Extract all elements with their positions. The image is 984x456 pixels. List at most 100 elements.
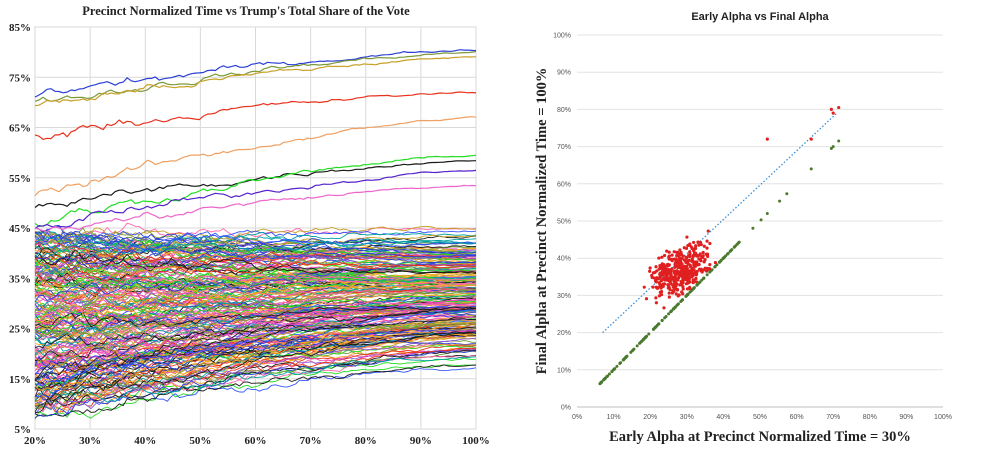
right-green-outlier-point (829, 146, 833, 150)
right-y-tick-label: 40% (557, 256, 571, 263)
right-red-point (654, 265, 658, 269)
right-red-point (705, 252, 710, 256)
left-series-line (34, 288, 477, 341)
right-y-tick-label: 80% (557, 107, 571, 114)
right-red-point (713, 261, 718, 265)
right-x-tick-label: 50% (753, 414, 767, 421)
right-red-point (685, 272, 689, 276)
left-y-tick-label: 25% (9, 324, 31, 336)
right-red-point (684, 282, 688, 286)
right-red-point (672, 283, 677, 287)
right-green-point (607, 372, 611, 376)
right-y-tick-label: 10% (557, 367, 571, 374)
left-x-tick-labels: 20% 30% 40% 50% 60% 70% 80% 90% 100% (24, 435, 490, 447)
right-green-point (692, 286, 696, 290)
right-red-point (660, 255, 664, 259)
right-red-point (673, 286, 677, 290)
left-x-tick-label: 90% (410, 435, 432, 447)
right-red-outlier-point (837, 105, 841, 110)
left-series-line (34, 231, 477, 256)
right-green-point (759, 218, 763, 222)
right-red-point (688, 269, 692, 273)
right-red-point (670, 259, 674, 263)
left-series-line (34, 254, 477, 273)
left-series-line (34, 306, 477, 330)
right-x-tick-label: 0% (572, 414, 582, 421)
right-red-point (685, 235, 689, 239)
right-red-point (700, 270, 704, 274)
right-red-point (698, 252, 702, 256)
right-red-point (681, 284, 685, 289)
right-red-point (683, 269, 687, 274)
left-series-line (34, 289, 477, 305)
left-series-line (34, 270, 477, 291)
right-red-point (651, 271, 655, 275)
right-red-point (675, 287, 679, 292)
right-trendline (602, 112, 838, 334)
right-red-point (667, 254, 671, 258)
left-x-tick-label: 60% (245, 435, 267, 447)
right-green-point (702, 276, 706, 280)
right-red-point (659, 286, 663, 290)
right-green-point (629, 350, 633, 354)
right-red-point (702, 259, 706, 264)
right-red-point (688, 263, 692, 267)
right-red-point (677, 293, 681, 297)
right-red-point (669, 271, 673, 275)
right-red-point (673, 261, 677, 265)
left-series-line (34, 367, 477, 417)
left-series-line (34, 276, 477, 346)
left-series-line (35, 225, 477, 245)
right-red-point (654, 277, 658, 282)
left-series-line (34, 302, 477, 367)
right-red-outlier-point (765, 137, 769, 141)
right-gridlines (577, 34, 943, 408)
left-x-tick-label: 20% (24, 435, 46, 447)
right-green-point (686, 293, 690, 297)
right-red-point (696, 263, 700, 267)
right-x-tick-label: 40% (716, 414, 730, 421)
left-series-line (34, 309, 477, 398)
right-red-point (698, 240, 703, 244)
right-red-point (662, 253, 667, 258)
left-y-tick-label: 85% (9, 22, 31, 34)
left-y-tick-label: 5% (15, 424, 32, 436)
left-y-tick-label: 45% (9, 223, 31, 235)
left-series-line (34, 332, 477, 414)
right-red-point (692, 240, 696, 245)
right-green-point (730, 248, 734, 252)
left-series-line (34, 261, 477, 303)
right-green-point (635, 344, 639, 348)
right-red-outlier-point (809, 137, 813, 141)
right-green-point (618, 362, 622, 366)
right-trendline-line (602, 112, 838, 334)
right-red-point (662, 282, 667, 286)
right-green-point (667, 312, 671, 316)
right-red-point (672, 250, 676, 254)
right-x-tick-label: 60% (790, 414, 804, 421)
left-y-tick-labels: 5% 15% 25% 35% 45% 55% 65% 75% 85% (9, 22, 31, 436)
right-red-point (705, 246, 709, 250)
right-y-axis-label: Final Alpha at Precinct Normalized Time … (534, 68, 550, 375)
right-red-point (667, 257, 671, 261)
right-red-point (694, 280, 699, 284)
right-x-tick-label: 90% (899, 414, 913, 421)
right-red-point (691, 280, 695, 285)
right-red-point (677, 262, 681, 266)
right-red-point (677, 274, 681, 279)
left-y-tick-label: 65% (9, 123, 31, 135)
right-red-point (667, 291, 671, 295)
right-red-point (644, 297, 649, 301)
right-red-point (706, 229, 710, 233)
right-red-point (705, 239, 709, 243)
right-red-point (708, 241, 712, 246)
left-series-line (34, 327, 477, 382)
right-green-outlier-point (765, 212, 769, 216)
right-y-tick-label: 70% (557, 144, 571, 151)
right-red-point (658, 272, 662, 276)
right-green-point (600, 380, 604, 384)
left-series-line (34, 337, 477, 410)
right-green-point (605, 375, 609, 379)
right-red-point (657, 267, 661, 271)
